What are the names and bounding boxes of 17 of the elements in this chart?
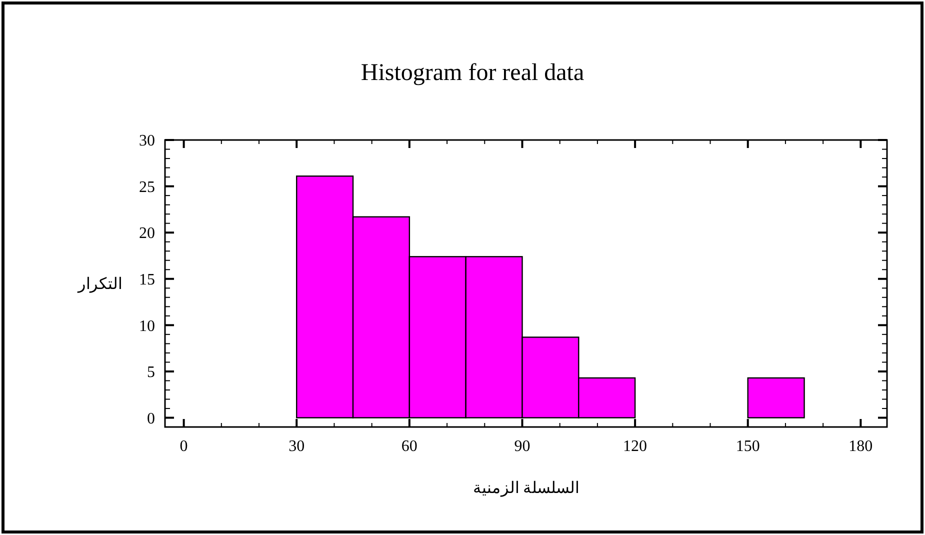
- x-tick-label: 120: [623, 438, 648, 455]
- x-tick-label: 150: [736, 438, 760, 455]
- x-tick-label: 30: [288, 438, 305, 455]
- y-tick-label: 20: [139, 225, 155, 242]
- y-tick-label: 15: [139, 271, 155, 288]
- y-tick-label: 25: [139, 178, 155, 196]
- x-tick-label: 90: [514, 438, 530, 455]
- x-tick-label: 0: [180, 438, 188, 455]
- y-axis-title: التكرار: [77, 276, 122, 294]
- x-tick-label: 180: [848, 438, 873, 455]
- x-axis-title: السلسلة الزمنية: [473, 480, 579, 497]
- y-tick-label: 10: [139, 318, 155, 335]
- y-tick-label: 0: [147, 410, 155, 428]
- chart-title: Histogram for real data: [360, 60, 584, 86]
- y-tick-label: 5: [147, 364, 155, 382]
- x-tick-label: 60: [401, 438, 418, 455]
- y-tick-label: 30: [139, 132, 155, 150]
